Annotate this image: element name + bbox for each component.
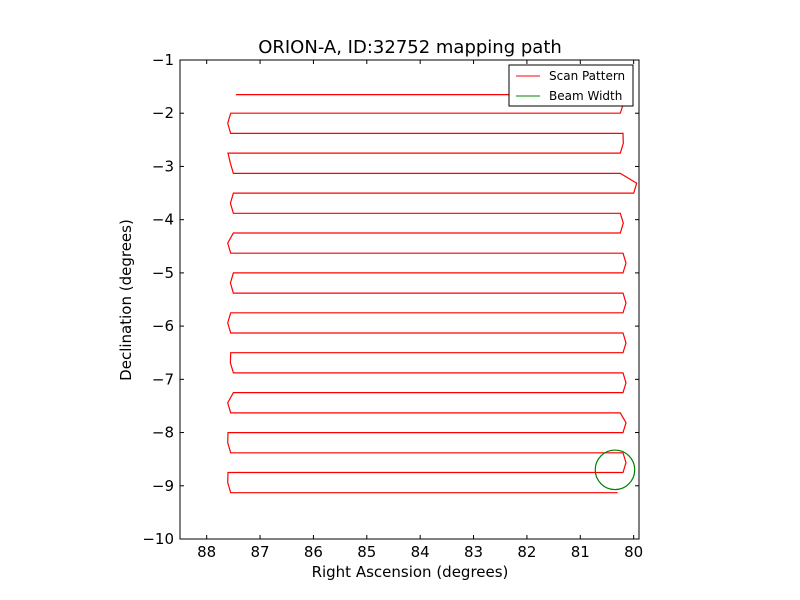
x-tick-label: 82	[517, 543, 536, 561]
y-tick-label: −6	[152, 317, 174, 335]
chart-title: ORION-A, ID:32752 mapping path	[258, 37, 562, 58]
x-tick-label: 88	[197, 543, 216, 561]
x-axis-label: Right Ascension (degrees)	[312, 563, 509, 581]
legend: Scan Pattern Beam Width	[508, 64, 634, 107]
scan-pattern-line	[227, 94, 638, 494]
y-tick-label: −9	[152, 477, 174, 495]
legend-beam-width-label: Beam Width	[549, 89, 622, 103]
y-tick-label: −7	[152, 370, 174, 388]
y-tick-label: −3	[152, 157, 174, 175]
legend-box	[508, 64, 634, 107]
plot-frame	[179, 59, 640, 540]
plot-area	[179, 59, 640, 540]
y-tick-label: −10	[142, 530, 174, 548]
y-tick-label: −4	[152, 211, 174, 229]
y-tick-label: −5	[152, 264, 174, 282]
x-tick-label: 87	[251, 543, 270, 561]
x-tick-label: 83	[464, 543, 483, 561]
y-tick-label: −8	[152, 424, 174, 442]
x-tick-label: 86	[304, 543, 323, 561]
x-tick-label: 80	[624, 543, 643, 561]
axis-ticks: 88 87 86 85 84 83 82 81 80 −1 −2 −3 −4 −5 −6 −7 −8 −9 −10	[142, 51, 643, 561]
legend-scan-pattern-label: Scan Pattern	[549, 69, 625, 83]
y-axis-label: Declination (degrees)	[117, 219, 135, 381]
beam-width-circle	[594, 449, 636, 491]
x-tick-label: 81	[571, 543, 590, 561]
y-tick-label: −1	[152, 51, 174, 69]
x-tick-label: 85	[357, 543, 376, 561]
y-tick-label: −2	[152, 104, 174, 122]
x-tick-label: 84	[411, 543, 430, 561]
